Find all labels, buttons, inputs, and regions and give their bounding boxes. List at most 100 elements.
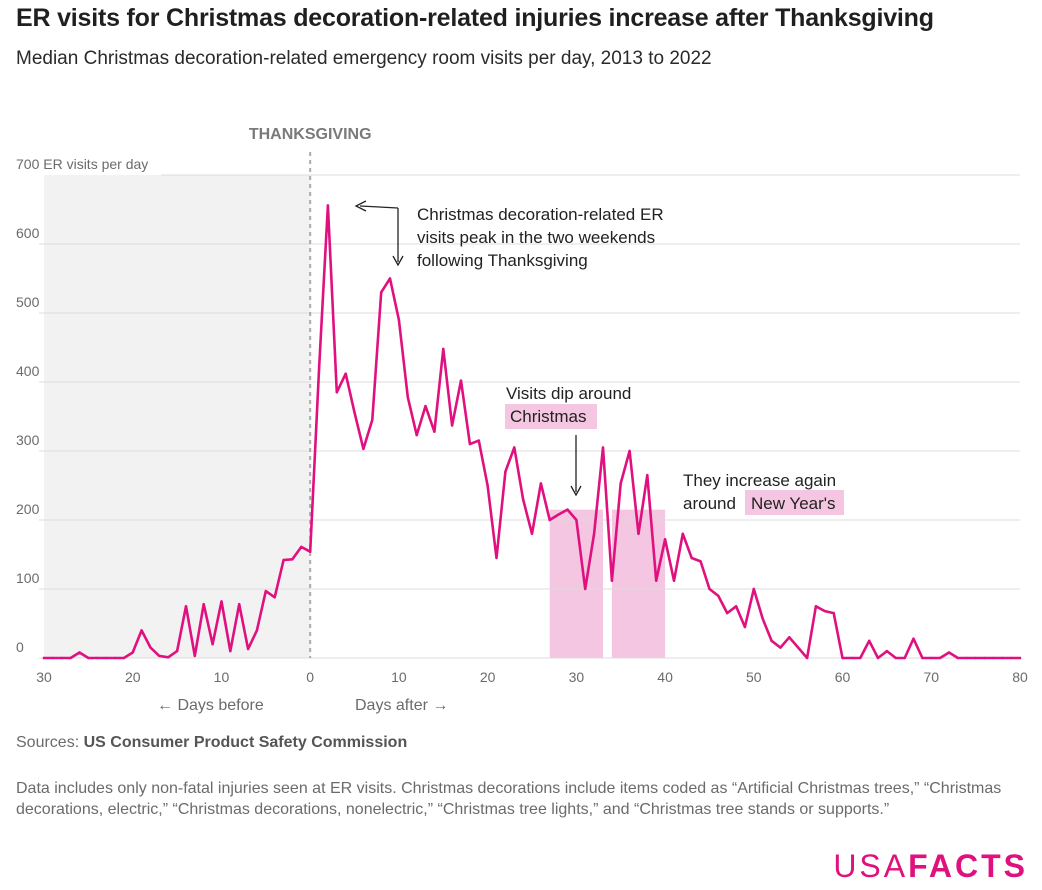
data-point <box>619 482 622 485</box>
data-point <box>956 656 960 660</box>
data-point <box>575 518 578 522</box>
annotation-peak-arrow-1 <box>359 205 399 209</box>
data-point <box>229 649 232 653</box>
data-point <box>104 656 108 660</box>
data-point <box>770 639 773 642</box>
data-point <box>273 596 276 599</box>
data-point <box>672 579 676 582</box>
usafacts-logo: USAFACTS <box>833 848 1028 885</box>
x-tick-label-0: 0 <box>306 669 314 685</box>
data-point <box>326 204 330 207</box>
annotation-dip-arrowhead <box>570 485 582 497</box>
data-point <box>238 603 241 606</box>
data-point <box>78 651 81 654</box>
annotation-peak-line-2: visits peak in the two weekends <box>417 228 655 247</box>
x-tick-label--20: 20 <box>125 669 141 685</box>
x-tick-label-50: 50 <box>746 669 762 685</box>
data-point <box>947 651 951 654</box>
x-tick-label--30: 30 <box>36 669 52 685</box>
logo-part-facts: FACTS <box>908 848 1028 884</box>
annotation-newyear-highlight <box>745 490 844 515</box>
x-tick-label-40: 40 <box>657 669 673 685</box>
data-point <box>521 498 525 501</box>
data-point <box>726 611 729 615</box>
data-point <box>113 656 117 660</box>
data-point <box>788 636 791 639</box>
data-point <box>60 656 63 660</box>
data-point <box>903 656 906 660</box>
data-point <box>530 532 534 535</box>
data-point <box>477 439 480 442</box>
annotation-newyear-line-1: They increase again <box>683 471 836 490</box>
data-point <box>628 449 631 453</box>
data-point <box>158 654 161 658</box>
x-tick-label-70: 70 <box>923 669 939 685</box>
data-point <box>69 656 72 660</box>
data-point <box>397 318 401 322</box>
data-point <box>592 532 596 535</box>
data-point <box>380 291 383 294</box>
data-point <box>167 656 170 659</box>
data-point <box>841 656 844 660</box>
data-point <box>406 396 409 399</box>
data-point <box>42 656 46 660</box>
annotation-dip-highlight <box>505 404 597 429</box>
chart-title: ER visits for Christmas decoration-relat… <box>16 4 934 32</box>
data-point <box>442 347 445 351</box>
data-point <box>450 424 454 427</box>
data-point <box>459 379 463 382</box>
x-tick-label-10: 10 <box>391 669 407 685</box>
data-point <box>193 654 196 658</box>
x-tick-label-30: 30 <box>569 669 585 685</box>
data-point <box>584 587 587 591</box>
data-point <box>1018 656 1022 660</box>
data-point <box>894 656 897 660</box>
days-before-shaded-region <box>44 175 311 658</box>
annotation-dip-line-1: Visits dip around <box>506 384 631 403</box>
data-point <box>752 587 755 591</box>
x-label-days-before: ← Days before <box>157 697 264 714</box>
footnote: Data includes only non-fatal injuries se… <box>16 780 1002 818</box>
x-tick-label-60: 60 <box>835 669 851 685</box>
data-point <box>717 594 720 598</box>
data-point <box>814 605 818 608</box>
data-point <box>468 442 472 446</box>
data-point <box>388 277 392 280</box>
data-point <box>131 651 134 654</box>
data-point <box>96 656 99 660</box>
y-tick-label-500: 500 <box>16 294 40 310</box>
data-point <box>87 656 90 660</box>
chart-subtitle: Median Christmas decoration-related emer… <box>16 48 712 69</box>
data-point <box>992 656 995 660</box>
data-point <box>805 656 809 660</box>
data-point <box>255 629 259 632</box>
data-point <box>663 538 667 541</box>
data-point <box>885 649 889 653</box>
y-tick-label-400: 400 <box>16 363 40 379</box>
data-point <box>211 643 214 646</box>
data-point <box>655 579 658 582</box>
data-point <box>797 646 800 649</box>
data-point <box>912 637 915 640</box>
data-point <box>184 605 188 608</box>
data-point <box>699 560 702 563</box>
data-point <box>823 609 826 613</box>
data-point <box>353 411 356 414</box>
data-point <box>282 558 285 562</box>
annotation-peak-arrowhead-2 <box>392 255 404 267</box>
data-point <box>513 446 516 449</box>
data-point <box>734 605 738 608</box>
data-point <box>601 446 605 449</box>
annotation-newyear-line-2: around <box>683 494 736 513</box>
data-point <box>983 656 986 660</box>
data-point <box>974 656 977 660</box>
data-point <box>309 550 312 553</box>
thanksgiving-label: THANKSGIVING <box>249 126 372 143</box>
y-tick-label-0: 0 <box>16 639 24 655</box>
data-point <box>291 558 294 561</box>
data-point <box>122 656 126 660</box>
data-point <box>539 482 543 485</box>
logo-part-usa: USA <box>833 848 909 884</box>
data-point <box>681 532 684 535</box>
x-tick-label-20: 20 <box>480 669 496 685</box>
